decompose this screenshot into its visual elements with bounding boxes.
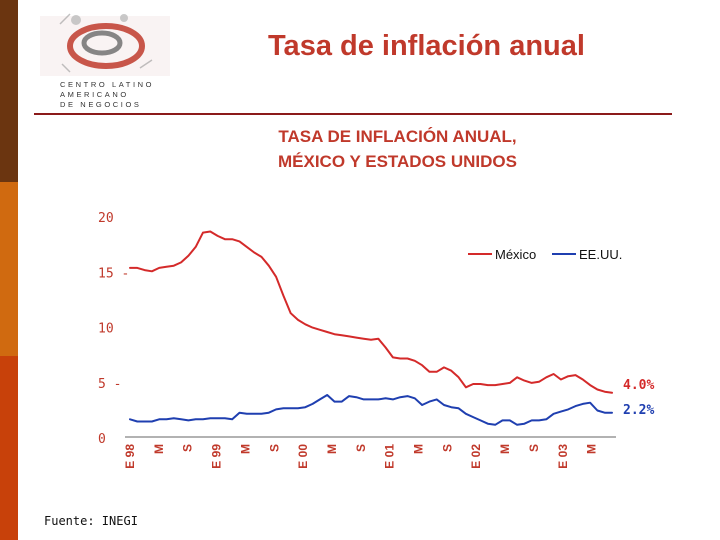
y-tick-label: 20 <box>98 211 114 226</box>
logo-text-line-1: CENTRO LATINO <box>60 80 155 89</box>
x-tick-label: S <box>354 444 368 452</box>
y-tick-label: 15 - <box>98 266 129 281</box>
x-tick-label: M <box>238 444 252 454</box>
end-value-label: 2.2% <box>623 403 654 418</box>
chart-title-line-1: TASA DE INFLACIÓN ANUAL, <box>278 127 517 146</box>
x-tick-label: S <box>440 444 454 452</box>
end-value-label: 4.0% <box>623 378 654 393</box>
source-note: Fuente: INEGI <box>44 514 138 528</box>
x-tick-label: E 01 <box>383 444 397 469</box>
x-tick-label: M <box>152 444 166 454</box>
sidebar-segment-orange <box>0 182 18 356</box>
x-tick-label: S <box>181 444 195 452</box>
logo-emblem-icon <box>40 13 170 76</box>
chart-title-line-2: MÉXICO Y ESTADOS UNIDOS <box>278 152 517 171</box>
title-divider <box>34 113 672 115</box>
series-line-usa <box>129 394 613 426</box>
x-tick-label: E 99 <box>210 444 224 469</box>
x-tick-label: M <box>498 444 512 454</box>
x-tick-label: E 98 <box>123 444 137 469</box>
y-tick-label: 0 <box>98 432 106 447</box>
x-tick-label: S <box>527 444 541 452</box>
sidebar-segment-red <box>0 356 18 540</box>
logo-text-line-2: AMERICANO <box>60 90 129 99</box>
sidebar-segment-brown <box>0 0 18 182</box>
x-tick-label: M <box>412 444 426 454</box>
logo-text-line-3: DE NEGOCIOS <box>60 100 142 109</box>
page-title: Tasa de inflación anual <box>268 30 585 62</box>
y-tick-label: 10 <box>98 322 114 337</box>
legend-label: EE.UU. <box>579 247 622 262</box>
x-tick-label: M <box>325 444 339 454</box>
x-tick-label: S <box>267 444 281 452</box>
logo <box>40 12 170 107</box>
x-tick-label: E 03 <box>556 444 570 469</box>
x-tick-label: M <box>585 444 599 454</box>
y-tick-label: 5 - <box>98 377 121 392</box>
sidebar-color-bar <box>0 0 18 540</box>
legend-label: México <box>495 247 536 262</box>
x-tick-label: E 00 <box>296 444 310 469</box>
x-tick-label: E 02 <box>469 444 483 469</box>
series-line-mexico <box>129 230 613 394</box>
